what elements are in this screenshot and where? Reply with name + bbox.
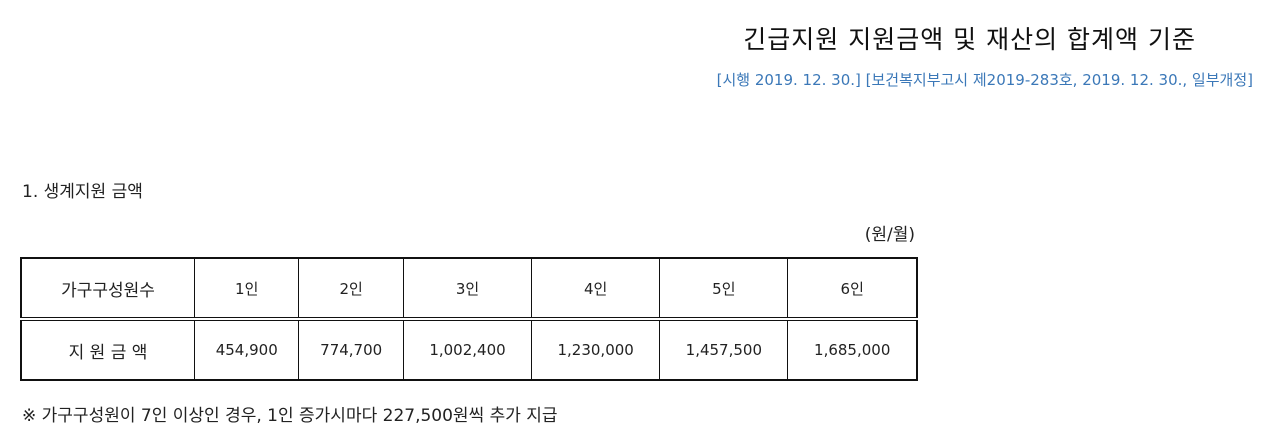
table-cell: 454,900: [193, 318, 300, 381]
header-cell: 2인: [298, 257, 404, 321]
header-cell: 1인: [193, 257, 300, 321]
header-cell: 3인: [402, 257, 533, 321]
section-heading: 1. 생계지원 금액: [22, 182, 143, 202]
header-cell: 5인: [659, 257, 789, 321]
unit-label: (원/월): [864, 225, 915, 245]
note: ※ 가구구성원이 7인 이상인 경우, 1인 증가시마다 227,500원씩 추…: [22, 406, 558, 426]
header-cell: 가구구성원수: [20, 257, 195, 321]
subtitle: [시행 2019. 12. 30.] [보건복지부고시 제2019-283호, …: [716, 71, 1253, 89]
table-cell: 1,230,000: [531, 318, 661, 381]
table-cell: 774,700: [298, 318, 404, 381]
table-row: 지 원 금 액 454,900 774,700 1,002,400 1,230,000 1…: [20, 318, 918, 381]
table-cell: 지 원 금 액: [20, 318, 195, 381]
support-table: 가구구성원수 1인 2인 3인 4인 5인 6인 지 원 금 액 454,900 774,700 1…: [20, 257, 918, 381]
table-cell: 1,457,500: [659, 318, 789, 381]
title: 긴급지원 지원금액 및 재산의 합계액 기준: [743, 25, 1196, 54]
table-cell: 1,002,400: [402, 318, 533, 381]
table-cell: 1,685,000: [787, 318, 918, 381]
header-cell: 4인: [531, 257, 661, 321]
table-row: 가구구성원수 1인 2인 3인 4인 5인 6인: [20, 257, 918, 321]
header-cell: 6인: [787, 257, 918, 321]
